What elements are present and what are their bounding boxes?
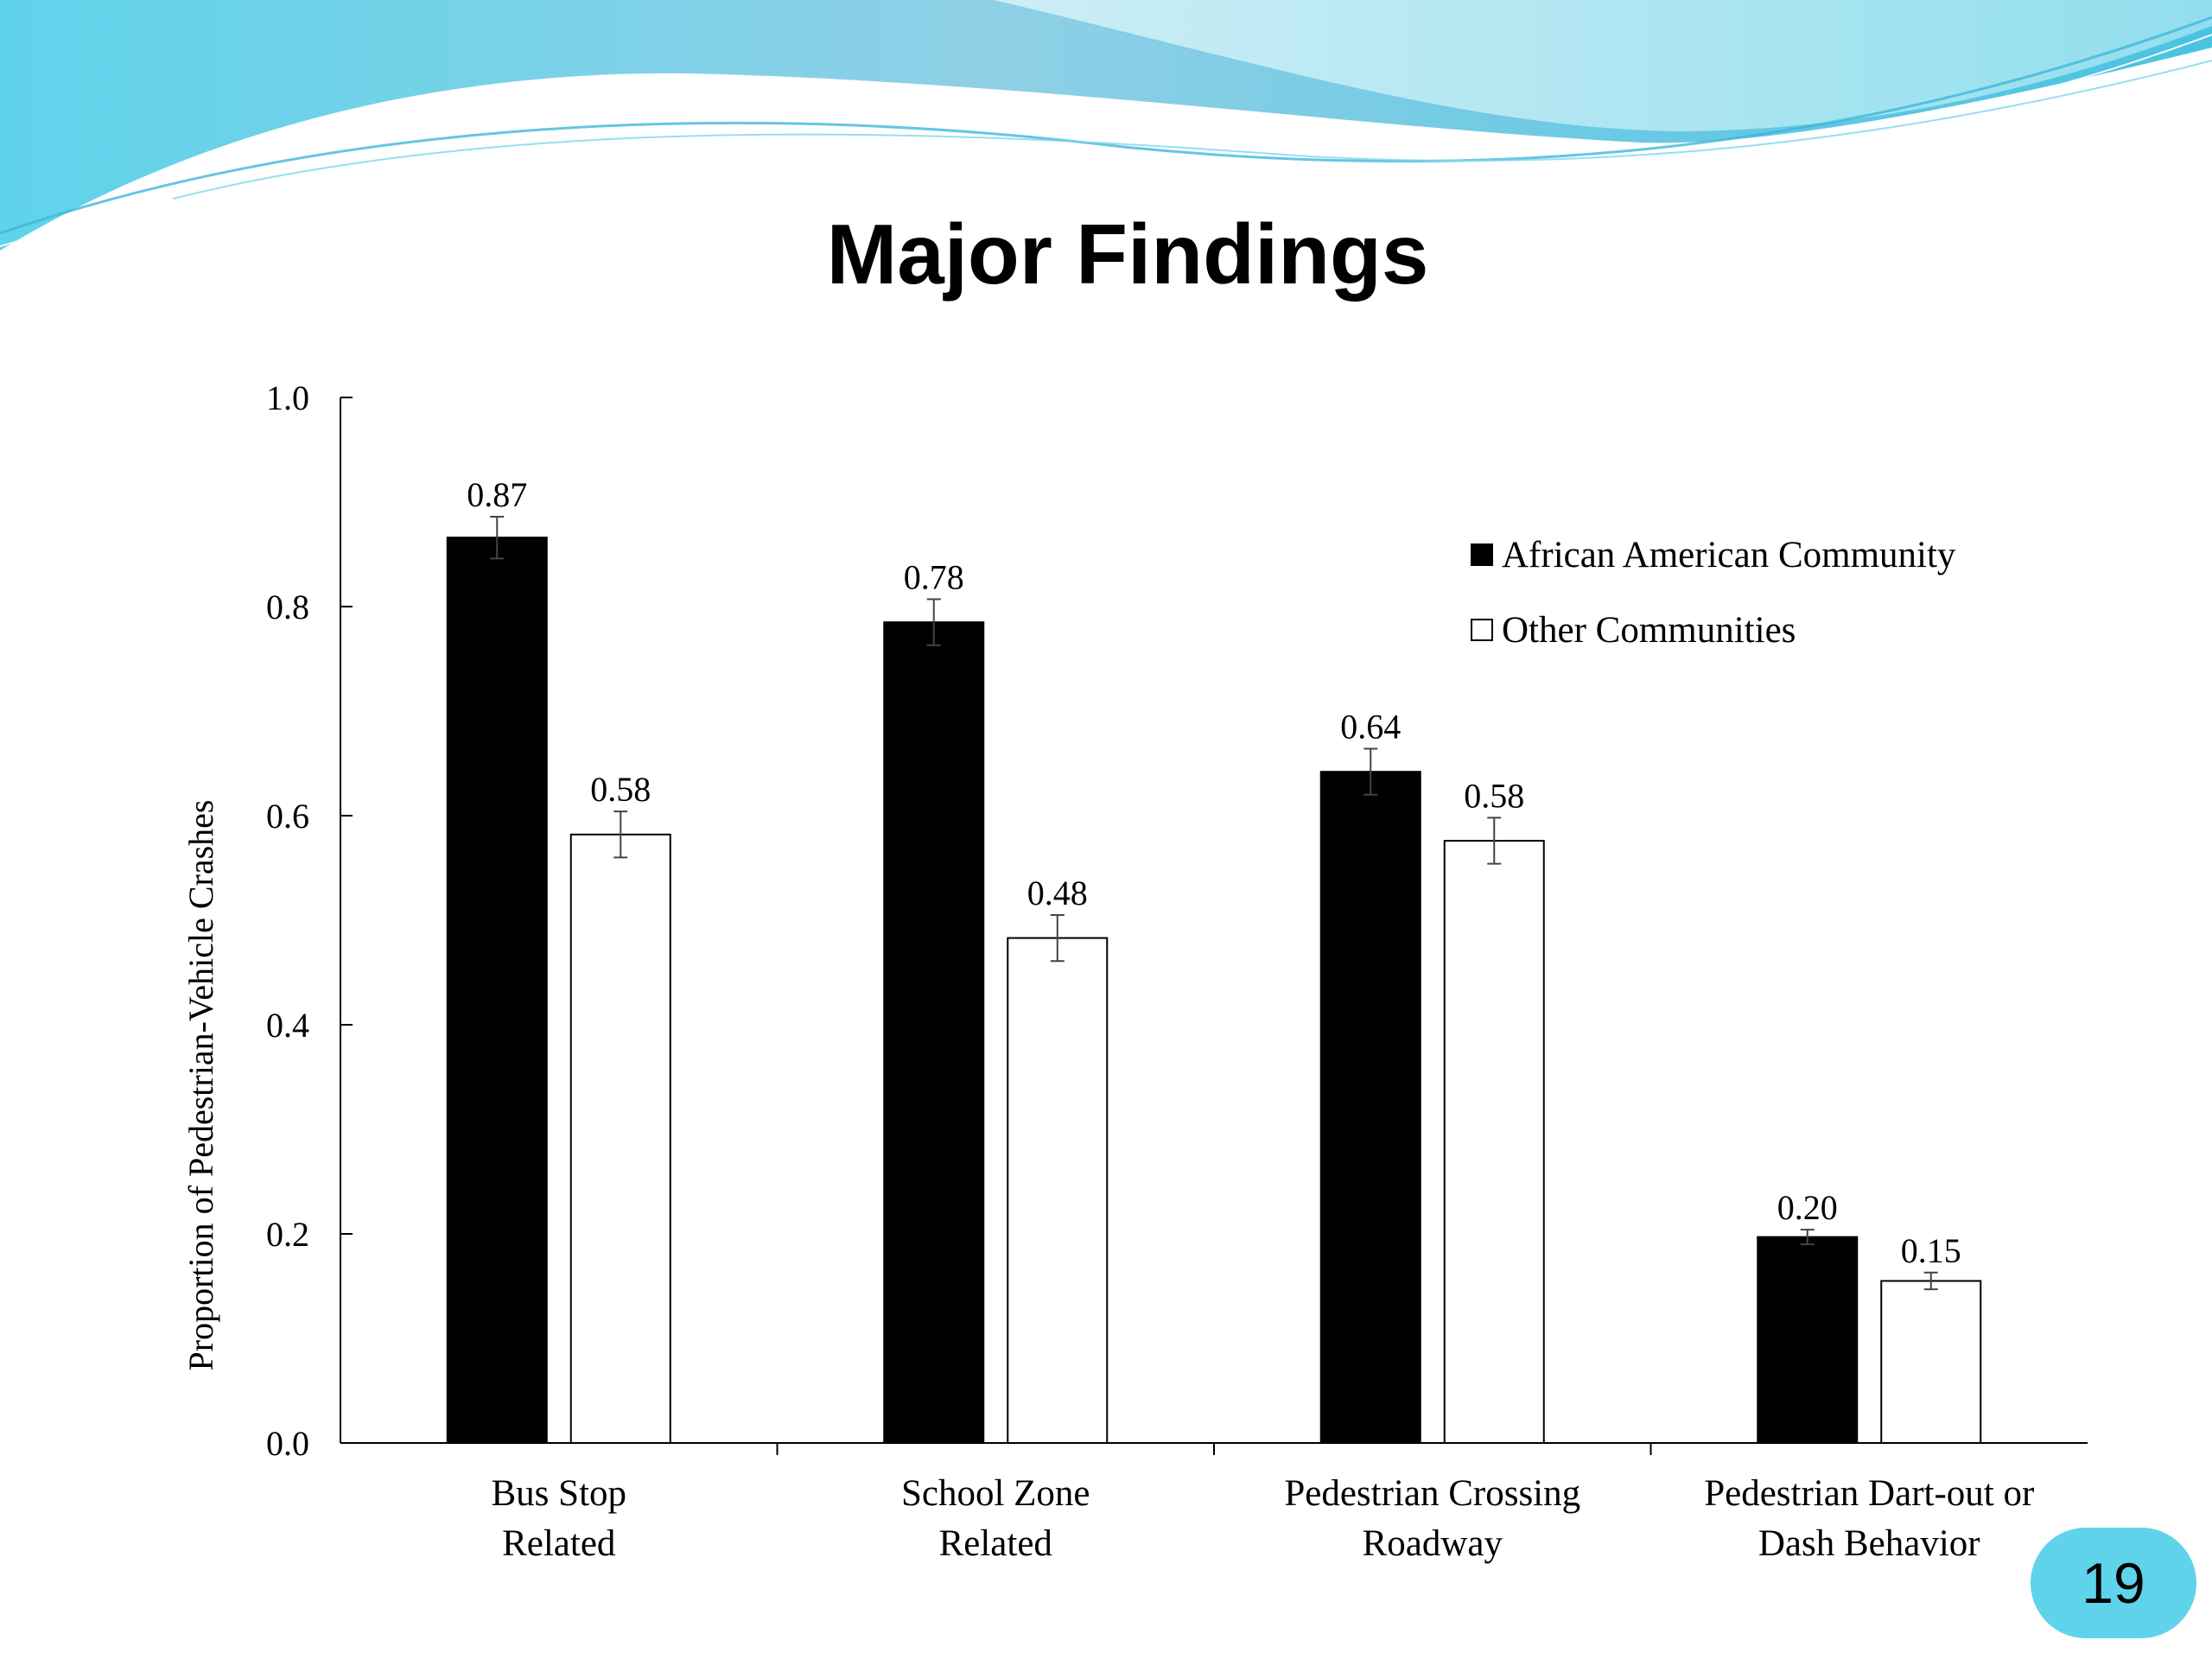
axes: 0.0 0.2 0.4 0.6 0.8 1.0: [266, 378, 2088, 1463]
x-category-label: Dash Behavior: [1758, 1523, 1980, 1564]
y-tick-label: 0.8: [266, 588, 309, 626]
y-tick-label: 1.0: [266, 378, 309, 417]
data-label: 0.58: [1464, 776, 1524, 815]
wave-line-3: [172, 60, 2212, 200]
bar-other-communities: [569, 833, 671, 1444]
x-category-label: Related: [939, 1523, 1052, 1564]
data-label: 0.78: [904, 558, 964, 597]
legend: African American Community Other Communit…: [1471, 535, 1956, 651]
x-category-label: Bus Stop: [491, 1473, 626, 1514]
data-label: 0.48: [1027, 874, 1088, 912]
y-axis-label: Proportion of Pedestrian-Vehicle Crashes: [181, 800, 220, 1371]
x-category-label: Roadway: [1363, 1523, 1503, 1564]
data-label: 0.20: [1777, 1188, 1838, 1227]
y-tick-label: 0.0: [266, 1424, 309, 1463]
y-tick-label: 0.4: [266, 1006, 309, 1045]
x-category-label: School Zone: [901, 1473, 1090, 1514]
page-number: 19: [2082, 1551, 2145, 1615]
data-label: 0.15: [1901, 1231, 1961, 1270]
bar-african-american: [446, 537, 548, 1444]
legend-label: Other Communities: [1502, 610, 1796, 651]
data-label: 0.87: [467, 475, 527, 514]
x-category-label: Related: [502, 1523, 615, 1564]
legend-swatch: [1471, 619, 1493, 641]
data-label: 0.58: [590, 770, 651, 809]
slide-title: Major Findings: [826, 207, 1429, 302]
y-tick-label: 0.6: [266, 797, 309, 836]
wave-line-2: [0, 34, 2212, 247]
legend-label: African American Community: [1502, 535, 1956, 575]
x-category-label: Pedestrian Crossing: [1284, 1473, 1580, 1514]
labels: 0.87 0.58 Bus Stop Related 0.78 0.48 School Zo…: [467, 475, 2034, 1564]
y-tick-label: 0.2: [266, 1215, 309, 1254]
bar-other-communities: [1880, 1280, 1982, 1444]
header-wave-decoration: [0, 0, 2212, 251]
legend-swatch: [1471, 543, 1493, 566]
wave-line-1: [0, 16, 2212, 235]
bar-other-communities: [1443, 840, 1545, 1444]
bar-other-communities: [1007, 937, 1109, 1444]
bar-african-american: [1757, 1236, 1859, 1444]
bar-african-american: [883, 621, 985, 1444]
page-number-badge: 19: [2031, 1528, 2196, 1638]
x-category-label: Pedestrian Dart-out or: [1704, 1473, 2034, 1514]
data-label: 0.64: [1340, 708, 1401, 747]
bar-african-american: [1319, 771, 1421, 1444]
bars: [446, 515, 1982, 1444]
wave-band-light: [994, 0, 2212, 131]
bar-chart: Proportion of Pedestrian-Vehicle Crashes…: [181, 378, 2088, 1564]
chart-panel: Proportion of Pedestrian-Vehicle Crashes…: [147, 351, 2119, 1593]
